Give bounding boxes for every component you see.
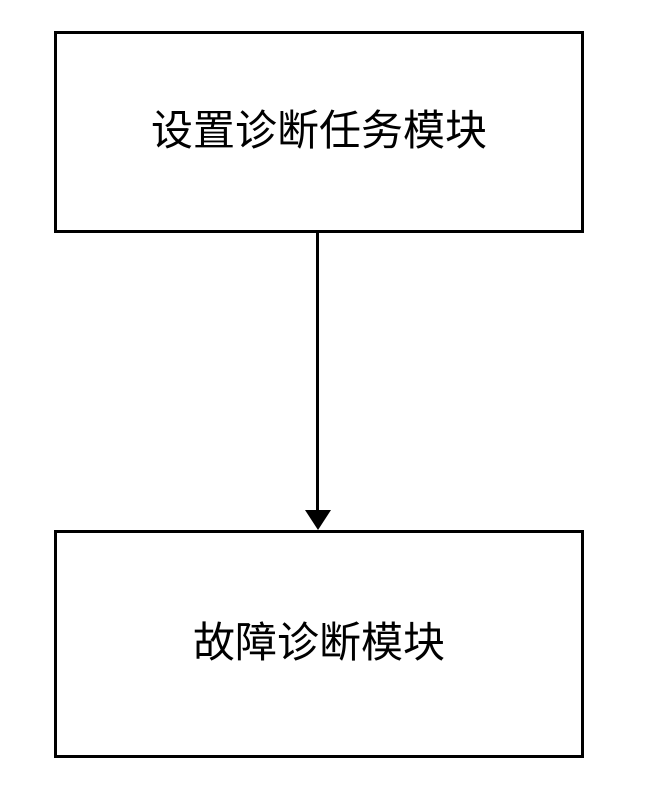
flowchart-node-1: 设置诊断任务模块	[54, 31, 584, 233]
node-1-label: 设置诊断任务模块	[151, 107, 487, 157]
arrow-head-icon	[305, 510, 331, 530]
node-2-label: 故障诊断模块	[193, 619, 445, 669]
flowchart-node-2: 故障诊断模块	[54, 530, 584, 758]
edge-line	[316, 233, 319, 510]
